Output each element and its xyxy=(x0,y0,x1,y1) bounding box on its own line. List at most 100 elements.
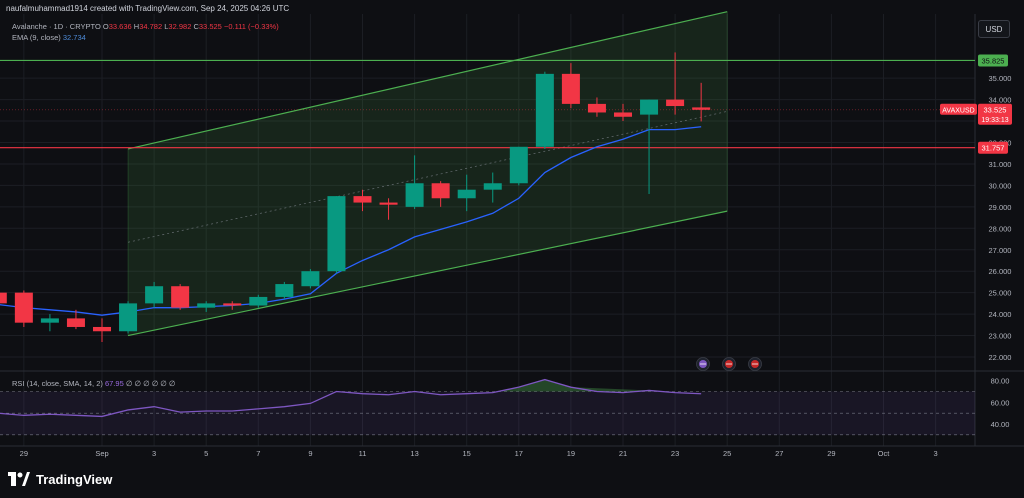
candle[interactable] xyxy=(509,146,528,186)
close-value: 33.525 xyxy=(198,22,222,31)
candle[interactable] xyxy=(587,97,606,117)
rsi-placeholders: ∅ ∅ ∅ ∅ ∅ ∅ xyxy=(125,379,176,388)
time-axis-label: Sep xyxy=(95,449,108,458)
candle-body xyxy=(66,318,85,327)
ema-legend[interactable]: EMA (9, close) 32.734 xyxy=(12,33,86,42)
candle[interactable] xyxy=(692,82,711,122)
candle[interactable] xyxy=(379,198,398,220)
candle[interactable] xyxy=(483,172,502,203)
time-axis-label: 29 xyxy=(20,449,28,458)
candle[interactable] xyxy=(145,281,164,308)
ema-label: EMA (9, close) xyxy=(12,33,61,42)
symbol-label[interactable]: Avalanche · 1D · CRYPTO xyxy=(12,22,101,31)
rsi-axis-label: 60.00 xyxy=(991,398,1010,407)
last-price-text: 33.525 xyxy=(984,105,1007,114)
candle[interactable] xyxy=(666,52,685,115)
currency-button[interactable]: USD xyxy=(978,20,1010,38)
candle[interactable] xyxy=(405,155,424,209)
candle[interactable] xyxy=(327,196,346,274)
candle[interactable] xyxy=(561,63,580,109)
last-price-tag[interactable]: AVAXUSD 33.525 19:33:13 xyxy=(940,103,1012,125)
rsi-axis-label: 40.00 xyxy=(991,420,1010,429)
channel-lower-line[interactable] xyxy=(127,210,728,337)
price-axis-label: 23.000 xyxy=(989,332,1012,341)
candle[interactable] xyxy=(223,301,242,310)
price-axis-label: 28.000 xyxy=(989,224,1012,233)
candle-body xyxy=(561,73,580,104)
candle-body xyxy=(405,183,424,207)
price-axis-label: 25.000 xyxy=(989,289,1012,298)
candle[interactable] xyxy=(535,71,554,149)
event-flash-icon[interactable] xyxy=(696,357,710,371)
candle[interactable] xyxy=(353,189,372,212)
candle[interactable] xyxy=(301,269,320,289)
candle[interactable] xyxy=(40,314,59,332)
support-price-tag-text: 31.757 xyxy=(982,144,1005,153)
candle-body xyxy=(327,196,346,272)
candle[interactable] xyxy=(249,294,268,308)
open-value: 33.636 xyxy=(108,22,132,31)
time-axis-label: 7 xyxy=(256,449,260,458)
time-axis-label: 25 xyxy=(723,449,731,458)
price-axis-label: 35.000 xyxy=(989,74,1012,83)
candle[interactable] xyxy=(93,318,111,342)
candle-body xyxy=(40,318,59,323)
candle-body xyxy=(93,326,111,332)
candle[interactable] xyxy=(275,281,294,300)
event-flag-icon[interactable] xyxy=(722,357,736,371)
candle-body xyxy=(0,292,7,304)
channel-median-line xyxy=(127,111,728,243)
rsi-legend[interactable]: RSI (14, close, SMA, 14, 2) 67.95 ∅ ∅ ∅ … xyxy=(12,379,175,388)
rsi-line[interactable] xyxy=(0,378,702,418)
price-axis-label: 24.000 xyxy=(989,310,1012,319)
candle[interactable] xyxy=(171,284,190,310)
tradingview-logo[interactable]: TradingView xyxy=(8,470,112,488)
time-axis-label: 3 xyxy=(934,449,938,458)
event-flag-icon[interactable] xyxy=(748,357,762,371)
price-axis-label: 34.000 xyxy=(989,96,1012,105)
candle-body xyxy=(509,146,528,184)
candle-body xyxy=(431,183,450,199)
countdown-text: 19:33:13 xyxy=(981,117,1008,124)
symbol-tag-text: AVAXUSD xyxy=(942,107,974,114)
candle-body xyxy=(483,183,502,190)
candle-body xyxy=(692,107,711,110)
ema-line[interactable] xyxy=(0,126,702,316)
rsi-label: RSI (14, close, SMA, 14, 2) xyxy=(12,379,103,388)
candle[interactable] xyxy=(640,99,659,194)
candle[interactable] xyxy=(119,301,138,334)
time-axis-label: Oct xyxy=(878,449,891,458)
time-axis-label: 29 xyxy=(827,449,835,458)
last-price-bg xyxy=(978,103,1012,125)
candle-body xyxy=(171,286,190,308)
candle[interactable] xyxy=(0,286,7,307)
time-axis-label: 3 xyxy=(152,449,156,458)
ohlc-legend: Avalanche · 1D · CRYPTO O33.636 H34.782 … xyxy=(12,22,279,31)
price-axis-label: 26.000 xyxy=(989,267,1012,276)
candle[interactable] xyxy=(66,309,85,330)
candle[interactable] xyxy=(197,301,216,312)
ema-value: 32.734 xyxy=(62,33,86,42)
candle[interactable] xyxy=(614,103,632,122)
time-axis-label: 27 xyxy=(775,449,783,458)
price-axis-label: 22.000 xyxy=(989,353,1012,362)
time-axis-label: 21 xyxy=(619,449,627,458)
candle[interactable] xyxy=(431,181,450,207)
open-label: O xyxy=(102,22,109,31)
support-price-tag[interactable]: 31.757 xyxy=(978,141,1008,154)
time-axis-label: 13 xyxy=(410,449,418,458)
price-axis-label: 30.000 xyxy=(989,181,1012,190)
rsi-value: 67.95 xyxy=(104,379,124,388)
price-axis-label: 27.000 xyxy=(989,246,1012,255)
time-axis-label: 17 xyxy=(515,449,523,458)
channel-upper-line[interactable] xyxy=(127,11,728,150)
candle[interactable] xyxy=(457,174,476,212)
price-axis-label: 29.000 xyxy=(989,203,1012,212)
time-axis-label: 23 xyxy=(671,449,679,458)
time-axis-label: 19 xyxy=(567,449,575,458)
candle-body xyxy=(379,202,398,205)
resistance-price-tag[interactable]: 35.825 xyxy=(978,54,1008,67)
resistance-price-tag-bg xyxy=(978,54,1008,67)
candle[interactable] xyxy=(14,290,33,327)
